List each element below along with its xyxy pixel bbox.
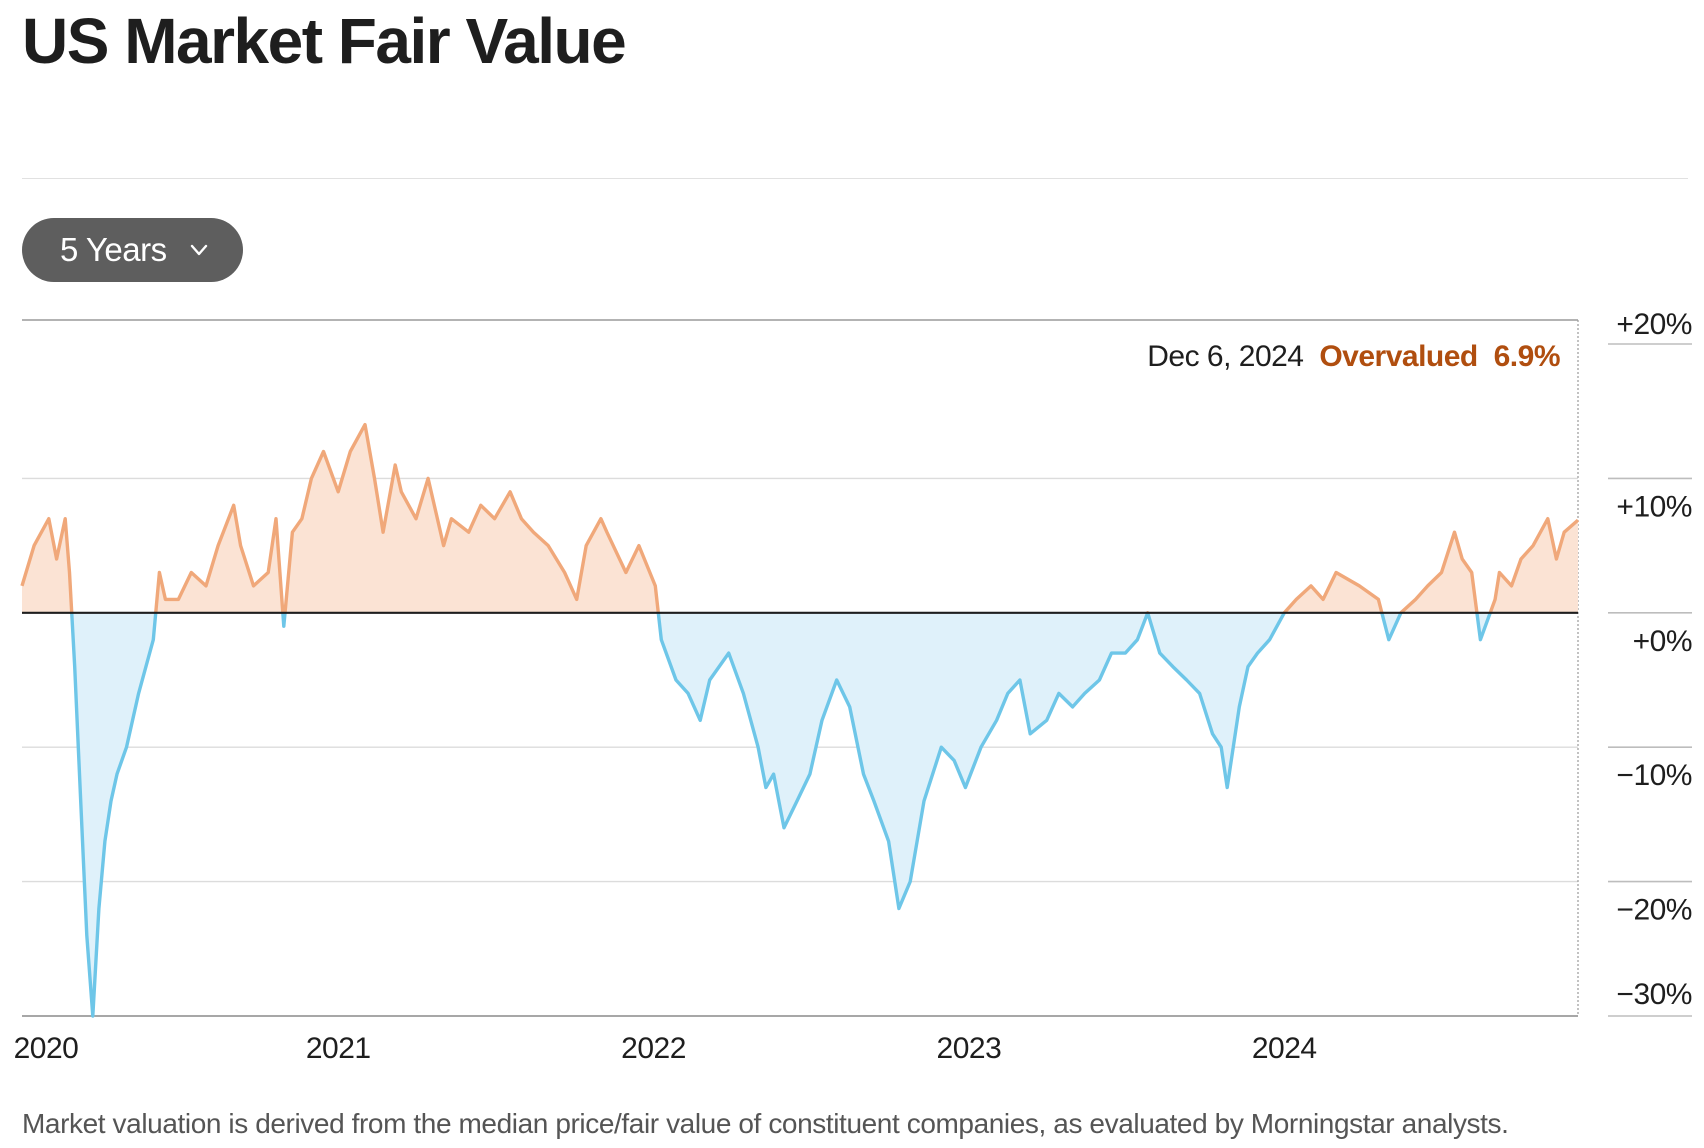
undervalued-area — [22, 612, 1578, 1016]
annotation: Dec 6, 2024 Overvalued 6.9% — [1147, 340, 1560, 373]
footnote: Market valuation is derived from the med… — [22, 1108, 1509, 1139]
overvalued-area — [22, 424, 1578, 613]
x-tick-label: 2024 — [1252, 1032, 1317, 1065]
x-tick-label: 2020 — [14, 1032, 79, 1065]
overvalued-line — [20, 422, 1580, 613]
chevron-down-icon — [190, 244, 207, 256]
y-tick-label: −20% — [1616, 894, 1692, 927]
y-tick-label: −30% — [1616, 978, 1692, 1011]
y-tick-label: +10% — [1616, 490, 1692, 523]
divider — [22, 178, 1688, 179]
range-selector-label: 5 Years — [60, 231, 167, 268]
annotation-value: 6.9% — [1494, 340, 1560, 373]
annotation-date: Dec 6, 2024 — [1147, 340, 1303, 373]
y-tick-labels: +20% +10% +0% −10% −20% −30% — [1616, 308, 1692, 1011]
y-tick-label: −10% — [1616, 759, 1692, 792]
x-tick-label: 2022 — [621, 1032, 686, 1065]
range-selector-button[interactable]: 5 Years — [22, 218, 243, 282]
x-tick-labels: 2020 2021 2022 2023 2024 — [14, 1032, 1318, 1065]
undervalued-line — [70, 612, 1493, 1018]
x-tick-label: 2023 — [937, 1032, 1002, 1065]
y-tick-marks — [1608, 343, 1692, 1017]
x-tick-label: 2021 — [306, 1032, 371, 1065]
page-title: US Market Fair Value — [22, 5, 627, 77]
annotation-status: Overvalued — [1319, 340, 1477, 373]
y-tick-label: +20% — [1616, 308, 1692, 341]
y-tick-label: +0% — [1633, 625, 1692, 658]
valuation-chart: +20% +10% +0% −10% −20% −30% 2020 2021 2022 2023… — [14, 308, 1693, 1065]
